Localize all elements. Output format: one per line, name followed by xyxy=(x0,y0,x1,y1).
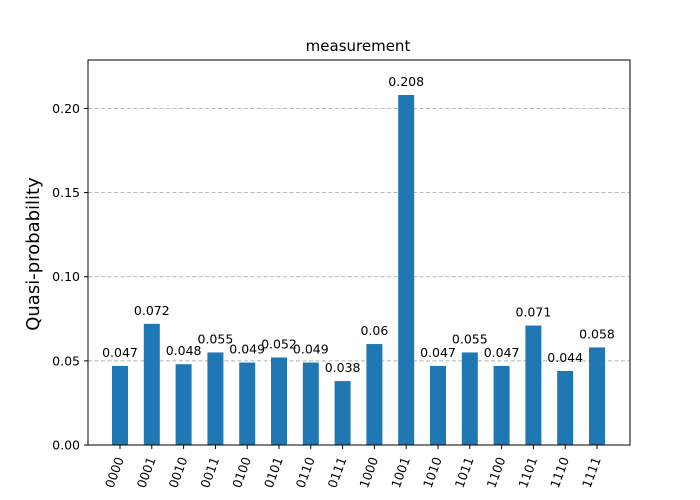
x-tick-label-0111: 0111 xyxy=(324,455,349,490)
value-label-0100: 0.049 xyxy=(229,342,265,357)
data-labels-group: 0.0470.0720.0480.0550.0490.0520.0490.038… xyxy=(102,74,615,375)
y-tick-label: 0.00 xyxy=(52,438,80,453)
value-label-1111: 0.058 xyxy=(579,326,615,341)
x-tick-label-1000: 1000 xyxy=(356,455,381,490)
bar-1101 xyxy=(525,325,542,445)
bar-1011 xyxy=(461,352,478,445)
x-tick-label-1110: 1110 xyxy=(547,455,572,490)
value-label-0000: 0.047 xyxy=(102,345,138,360)
x-tick-label-0010: 0010 xyxy=(165,455,190,490)
x-tick-label-1111: 1111 xyxy=(579,455,604,490)
value-label-0101: 0.052 xyxy=(261,337,297,352)
x-axis-ticks: 0000 0001 0010 0011 0100 0101 0110 0111 1000 1001… xyxy=(102,445,604,490)
value-label-0111: 0.038 xyxy=(325,360,361,375)
x-tick-label-0000: 0000 xyxy=(102,455,127,490)
bar-0010 xyxy=(175,364,192,445)
x-tick-label-1010: 1010 xyxy=(420,455,445,490)
x-tick-label-0001: 0001 xyxy=(134,455,159,490)
y-tick-label: 0.15 xyxy=(52,185,80,200)
value-label-1000: 0.06 xyxy=(360,323,388,338)
bar-0101 xyxy=(271,357,287,445)
value-label-1101: 0.071 xyxy=(516,305,552,320)
bar-0100 xyxy=(239,362,256,445)
bars-group xyxy=(112,95,605,445)
value-label-0001: 0.072 xyxy=(134,303,170,318)
bar-1001 xyxy=(398,95,415,445)
x-tick-label-0101: 0101 xyxy=(261,455,286,490)
bar-0111 xyxy=(334,381,351,445)
x-tick-label-0100: 0100 xyxy=(229,455,254,490)
y-tick-label: 0.20 xyxy=(52,101,80,116)
value-label-1110: 0.044 xyxy=(547,350,583,365)
value-label-1001: 0.208 xyxy=(388,74,424,89)
bar-1100 xyxy=(493,365,510,445)
x-tick-label-1100: 1100 xyxy=(483,455,508,490)
bar-1010 xyxy=(430,365,446,445)
y-axis-ticks: 0.00 0.05 0.10 0.15 0.20 xyxy=(52,101,88,453)
bar-0001 xyxy=(143,323,160,445)
value-label-0010: 0.048 xyxy=(166,343,202,358)
x-tick-label-1011: 1011 xyxy=(452,455,477,490)
y-tick-label: 0.10 xyxy=(52,269,80,284)
x-tick-label-0110: 0110 xyxy=(293,455,318,490)
value-label-0011: 0.055 xyxy=(198,331,234,346)
value-label-1011: 0.055 xyxy=(452,331,488,346)
bar-0011 xyxy=(207,352,224,445)
bar-1111 xyxy=(589,347,605,445)
chart-title: measurement xyxy=(306,37,411,55)
y-grid xyxy=(88,108,630,362)
bar-0000 xyxy=(112,365,128,445)
y-tick-label: 0.05 xyxy=(52,353,80,368)
value-label-0110: 0.049 xyxy=(293,342,329,357)
value-label-1010: 0.047 xyxy=(420,345,456,360)
x-tick-label-1001: 1001 xyxy=(388,455,413,490)
plot-frame xyxy=(87,59,631,446)
x-tick-label-0011: 0011 xyxy=(197,455,222,490)
x-tick-label-1101: 1101 xyxy=(515,455,540,490)
bar-1000 xyxy=(366,344,383,445)
value-label-1100: 0.047 xyxy=(484,345,520,360)
bar-0110 xyxy=(302,362,319,445)
bar-1110 xyxy=(557,370,574,445)
y-axis-label: Quasi-probability xyxy=(23,177,44,331)
